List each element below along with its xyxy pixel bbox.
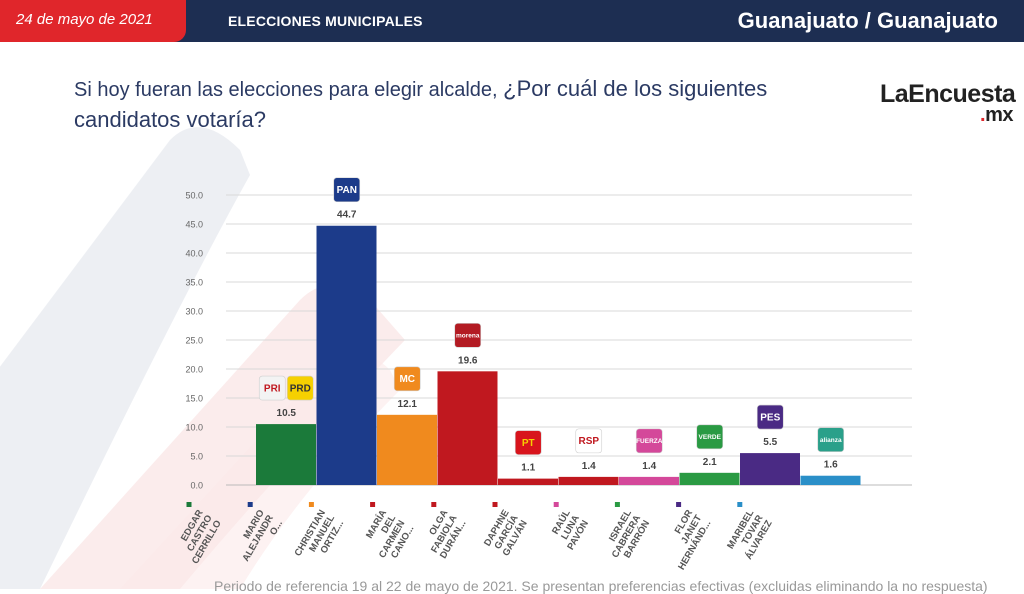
survey-question: Si hoy fueran las elecciones para elegir… [74, 74, 874, 134]
location-title: Guanajuato / Guanajuato [737, 8, 998, 33]
category-label: MARIBELTOVARÁLVAREZ [725, 508, 775, 562]
legend-marker [553, 502, 559, 507]
bar [679, 472, 740, 485]
value-label: 2.1 [703, 457, 717, 468]
party-logo-icon [258, 375, 286, 401]
value-label: 44.7 [337, 210, 357, 221]
party-logo-icon [333, 177, 361, 203]
bar [498, 478, 558, 485]
footer-note: Periodo de referencia 19 al 22 de mayo d… [214, 578, 988, 594]
party-logo-icon [696, 424, 724, 450]
party-logo-icon [575, 428, 603, 454]
question-part2: ¿Por cuál de los siguientes candidatos v… [74, 76, 768, 132]
legend-marker [370, 502, 376, 507]
value-label: 12.1 [398, 399, 418, 410]
category-label: CHRISTIANMANUELORTIZ... [293, 508, 347, 569]
party-logo-icon [635, 428, 663, 454]
legend-marker [614, 502, 620, 507]
y-tick-label: 25.0 [185, 336, 203, 346]
y-tick-label: 15.0 [185, 394, 203, 404]
party-logo-icon [454, 323, 482, 348]
party-logo-text: MC [399, 374, 415, 385]
date-badge: 24 de mayo de 2021 [0, 0, 186, 42]
brand-name: LaEncuesta [880, 80, 1016, 108]
y-tick-label: 30.0 [185, 307, 203, 317]
bar [800, 475, 861, 485]
party-logo-icon [286, 375, 314, 401]
party-logo-text: FUERZA [636, 438, 663, 445]
legend-marker [737, 502, 743, 507]
category-label: ISRAELCABRERABARRÓN [601, 508, 653, 565]
y-tick-label: 5.0 [190, 452, 203, 462]
bar [377, 414, 437, 485]
question-part1: Si hoy fueran las elecciones para elegir… [74, 79, 504, 101]
y-tick-label: 10.0 [185, 423, 203, 433]
party-logo-text: VERDE [699, 434, 722, 441]
y-tick-label: 45.0 [185, 220, 203, 230]
value-label: 1.1 [521, 463, 535, 474]
party-logo-text: PRD [290, 383, 311, 394]
party-logo-text: alianza [820, 437, 842, 444]
y-tick-label: 0.0 [190, 481, 203, 491]
top-bar: 24 de mayo de 2021 ELECCIONES MUNICIPALE… [0, 0, 1024, 42]
party-logo-text: morena [456, 332, 480, 339]
category-label: FLORJANETHERNÁND... [658, 508, 714, 572]
y-tick-label: 35.0 [185, 278, 203, 288]
party-logo-text: PRI [264, 383, 281, 394]
value-label: 10.5 [277, 408, 297, 419]
party-logo-icon [817, 427, 845, 453]
party-logo-text: PES [760, 412, 780, 423]
category-label: OLGAFABIOLADURÁN... [420, 508, 469, 561]
party-logo-text: PAN [337, 185, 357, 196]
section-title: ELECCIONES MUNICIPALES [228, 13, 423, 29]
category-label: DAPHNEGARCÍAGALVÁN [482, 508, 530, 559]
brand-logo: LaEncuesta .mx [880, 80, 1016, 126]
bar [619, 476, 679, 485]
y-tick-label: 20.0 [185, 365, 203, 375]
legend-marker [676, 502, 682, 507]
brand-suffix-wrap: .mx [980, 104, 1013, 127]
value-label: 5.5 [763, 437, 777, 448]
y-tick-label: 40.0 [185, 249, 203, 259]
party-logo-icon [393, 366, 421, 392]
party-logo-text: RSP [578, 436, 599, 447]
legend-marker [308, 502, 314, 507]
value-label: 1.6 [824, 460, 838, 471]
party-logo-icon [756, 404, 784, 430]
legend-marker [431, 502, 437, 507]
category-label: MARÍADELCARMENCANO... [359, 508, 417, 566]
legend-marker [247, 502, 253, 507]
value-label: 1.4 [582, 461, 596, 472]
legend-marker [492, 502, 498, 507]
value-label: 19.6 [458, 355, 478, 366]
category-label: MARIOALEJANDRO... [231, 508, 285, 569]
bar [316, 225, 377, 486]
y-tick-label: 50.0 [185, 191, 203, 201]
bar [558, 476, 619, 485]
category-label: RAÚLLUNAPAVÓN [546, 507, 591, 552]
party-logo-text: PT [522, 438, 535, 449]
bar [740, 453, 800, 485]
brand-suffix: mx [985, 104, 1013, 126]
brand-dot: . [980, 104, 986, 126]
value-label: 1.4 [642, 461, 656, 472]
category-label: EDGARCASTROCERRILLO [172, 508, 224, 566]
party-logo-icon [514, 430, 542, 455]
bar [256, 424, 316, 485]
bar [437, 371, 498, 485]
legend-marker [186, 502, 192, 507]
